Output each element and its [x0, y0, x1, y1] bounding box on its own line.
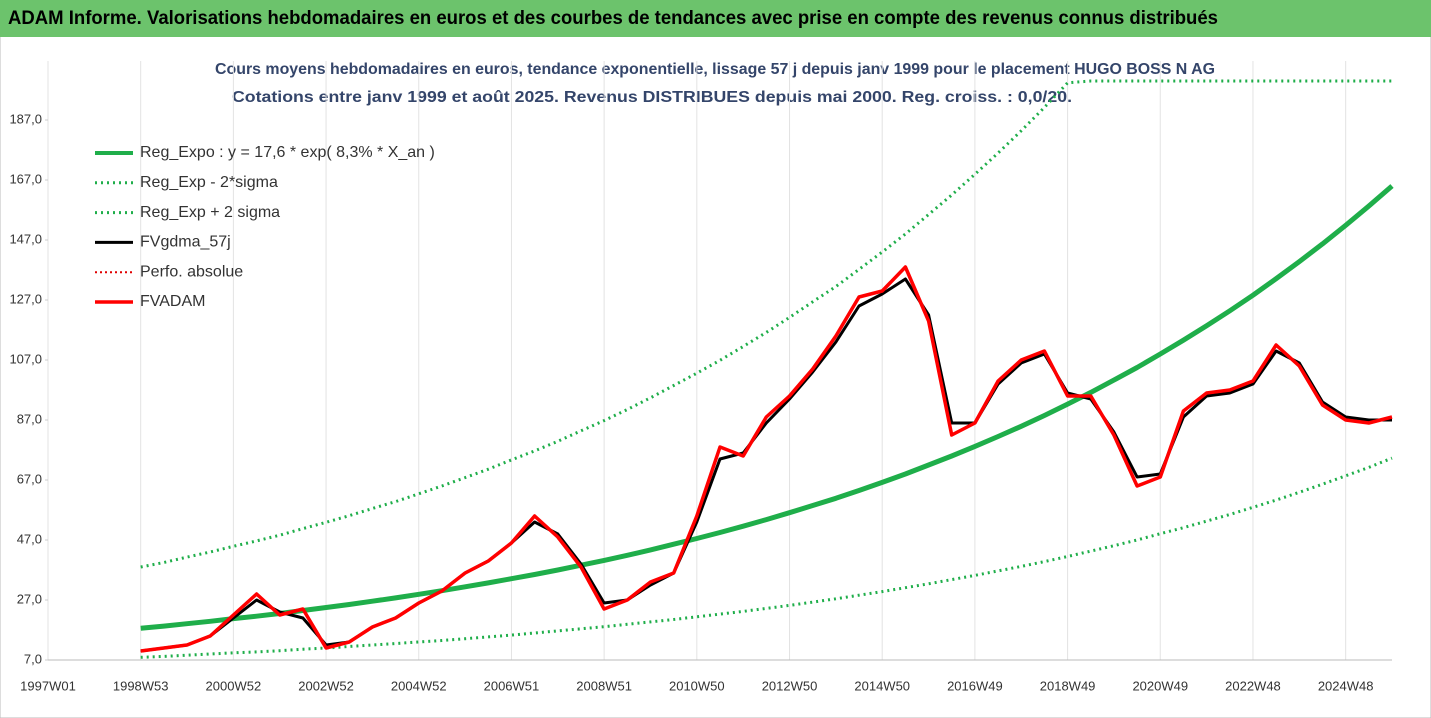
x-tick-label: 2020W49 — [1132, 678, 1188, 693]
chart-subtitle: Cotations entre janv 1999 et août 2025. … — [232, 89, 1072, 106]
x-tick-label: 2004W52 — [391, 678, 447, 693]
x-tick-label: 2024W48 — [1318, 678, 1374, 693]
x-tick-label: 1998W53 — [113, 678, 169, 693]
x-tick-label: 2022W48 — [1225, 678, 1281, 693]
y-tick-label: 67,0 — [17, 471, 42, 486]
x-tick-label: 2010W50 — [669, 678, 725, 693]
x-tick-label: 2000W52 — [206, 678, 262, 693]
y-tick-label: 187,0 — [9, 111, 42, 126]
x-tick-label: 2018W49 — [1040, 678, 1096, 693]
x-tick-label: 2002W52 — [298, 678, 354, 693]
legend-label: Reg_Expo : y = 17,6 * exp( 8,3% * X_an ) — [140, 144, 435, 161]
y-tick-label: 27,0 — [17, 591, 42, 606]
y-tick-label: 87,0 — [17, 411, 42, 426]
y-tick-label: 107,0 — [9, 351, 42, 366]
legend-label: Perfo. absolue — [140, 263, 243, 280]
x-tick-label: 2014W50 — [854, 678, 910, 693]
x-tick-label: 2006W51 — [484, 678, 540, 693]
y-tick-label: 167,0 — [9, 171, 42, 186]
series-line — [140, 265, 1393, 653]
x-tick-label: 1997W01 — [20, 678, 76, 693]
y-tick-label: 147,0 — [9, 231, 42, 246]
legend-label: Reg_Exp + 2 sigma — [140, 204, 280, 221]
chart-title: Cours moyens hebdomadaires en euros, ten… — [215, 61, 1215, 78]
axes: 7,0 27,0 47,0 67,0 87,0 107,0 127,0 147,0 167,0 1… — [9, 111, 1392, 693]
legend-label: FVADAM — [140, 293, 205, 310]
series-line — [140, 184, 1394, 631]
page-title: ADAM Informe. Valorisations hebdomadaire… — [8, 8, 1218, 29]
y-tick-label: 7,0 — [24, 651, 42, 666]
y-tick-label: 127,0 — [9, 291, 42, 306]
x-tick-label: 2008W51 — [576, 678, 632, 693]
grid — [47, 61, 1347, 660]
y-tick-label: 47,0 — [17, 531, 42, 546]
title-bar — [0, 0, 1431, 37]
x-tick-label: 2012W50 — [762, 678, 818, 693]
legend-label: Reg_Exp - 2*sigma — [140, 174, 278, 191]
plot — [140, 79, 1394, 659]
x-tick-label: 2016W49 — [947, 678, 1003, 693]
legend-label: FVgdma_57j — [140, 234, 231, 251]
legend: Reg_Expo : y = 17,6 * exp( 8,3% * X_an )… — [95, 144, 435, 310]
